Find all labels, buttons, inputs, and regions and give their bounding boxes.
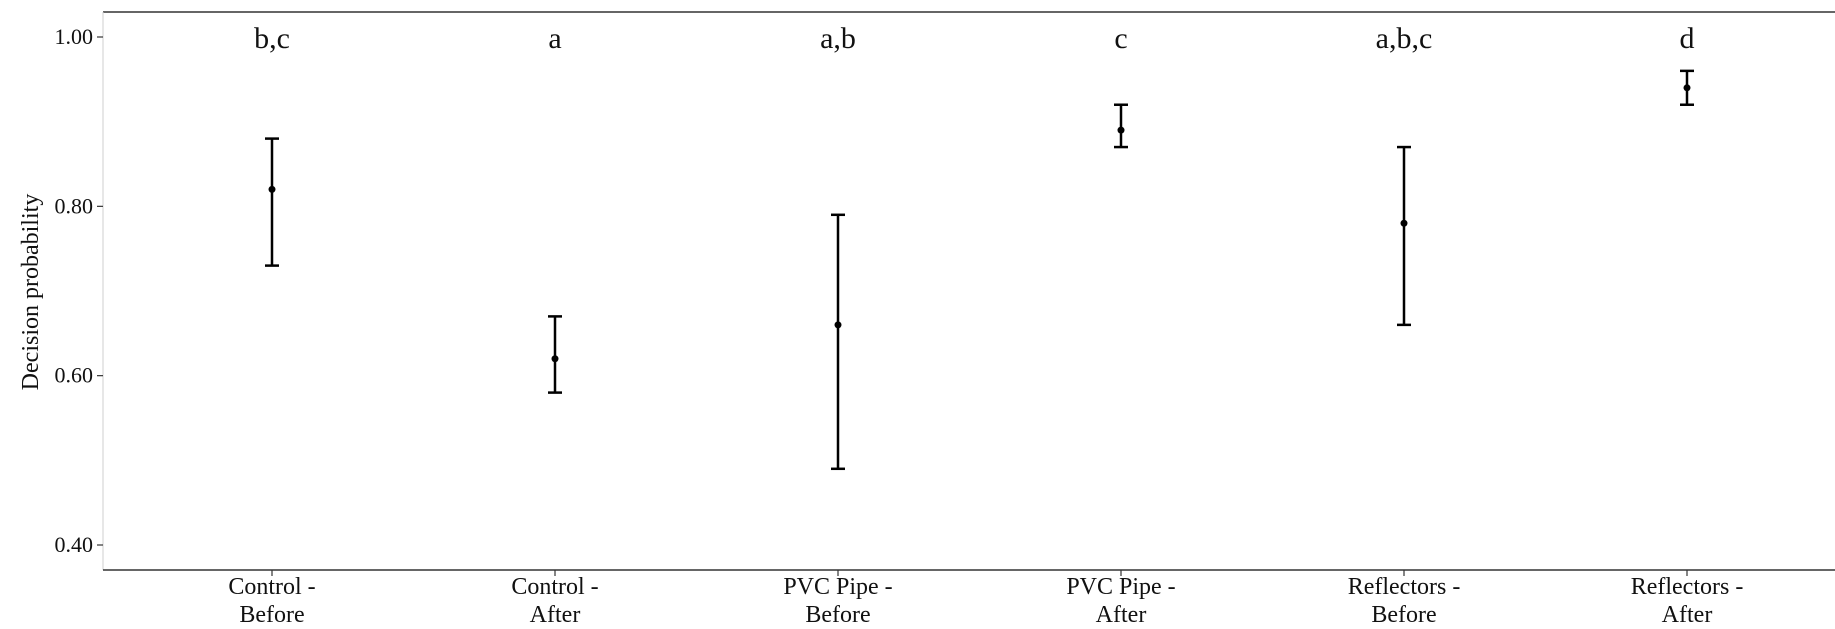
x-tick-label: Control -	[228, 574, 315, 600]
point-estimate	[551, 355, 559, 363]
x-tick-label: After	[530, 602, 581, 628]
y-tick-label: 0.40	[55, 532, 94, 557]
x-tick-label: Before	[1371, 602, 1436, 628]
point-estimate	[268, 185, 276, 193]
x-tick-label: PVC Pipe -	[783, 574, 892, 600]
significance-group-label: a,b,c	[1376, 22, 1433, 55]
data-marks	[265, 69, 1694, 471]
point-estimate	[1117, 126, 1125, 134]
point-estimate	[834, 321, 842, 329]
y-tick-label: 0.60	[55, 363, 94, 388]
y-axis-title: Decision probability	[18, 194, 44, 391]
x-tick-label: Before	[239, 602, 304, 628]
group-labels: b,c a a,b c a,b,c d	[254, 22, 1694, 55]
significance-group-label: c	[1114, 22, 1127, 55]
significance-group-label: b,c	[254, 22, 290, 55]
x-tick-label: PVC Pipe -	[1066, 574, 1175, 600]
point-estimate	[1400, 219, 1408, 227]
y-tick-label: 0.80	[55, 193, 94, 218]
y-tick-label: 1.00	[55, 24, 94, 49]
significance-group-label: a,b	[820, 22, 856, 55]
axes	[102, 11, 1835, 571]
y-axis-ticks: 1.00 0.80 0.60 0.40	[55, 24, 103, 557]
significance-group-label: a	[548, 22, 561, 55]
x-tick-label: Control -	[511, 574, 598, 600]
point-estimate	[1683, 84, 1691, 92]
x-tick-label: After	[1096, 602, 1147, 628]
x-tick-label: Reflectors -	[1348, 574, 1461, 600]
significance-group-label: d	[1680, 22, 1695, 55]
x-tick-label: After	[1662, 602, 1713, 628]
x-tick-label: Reflectors -	[1631, 574, 1744, 600]
x-tick-label: Before	[805, 602, 870, 628]
